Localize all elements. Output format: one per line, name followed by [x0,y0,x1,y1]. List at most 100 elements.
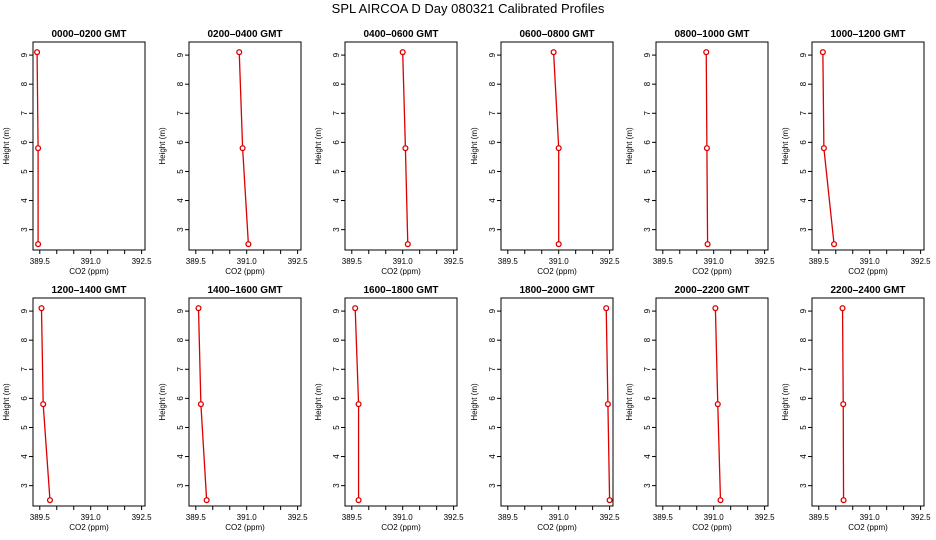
y-tick-label: 9 [332,52,341,57]
y-tick-label: 9 [176,52,185,57]
data-point [352,305,359,312]
data-point [35,145,42,152]
y-tick-label: 3 [488,483,497,488]
y-tick-label: 7 [176,110,185,115]
x-tick-label: 392.5 [911,513,932,522]
plot-frame [811,297,925,507]
y-tick-label: 5 [643,425,652,430]
y-tick-label: 8 [176,81,185,86]
data-point [402,145,409,152]
panel-title: 1600–1800 GMT [363,285,438,296]
x-axis-label: CO2 (ppm) [69,523,109,532]
y-tick-label: 3 [488,227,497,232]
x-tick-label: 389.5 [498,513,519,522]
y-tick-label: 6 [643,396,652,401]
plot-frame [655,41,769,251]
x-tick-label: 392.5 [911,257,932,266]
data-point [197,401,204,408]
y-tick-label: 9 [488,52,497,57]
panel-4: 0600–0800 GMT 389.5 391.0 392.5 CO2 (ppm) 3 4 5… [470,29,620,276]
y-tick-label: 6 [176,396,185,401]
y-tick-label: 4 [488,454,497,459]
y-tick-label: 5 [488,169,497,174]
y-tick-label: 8 [332,81,341,86]
x-tick-label: 391.0 [81,257,102,266]
y-tick-label: 9 [643,308,652,313]
y-axis-label: Height (m) [781,383,790,421]
y-tick-label: 7 [20,366,29,371]
data-point [236,49,243,56]
x-tick-label: 392.5 [132,513,153,522]
y-tick-label: 9 [488,308,497,313]
x-tick-label: 392.5 [444,513,465,522]
data-point [399,49,406,56]
y-tick-label: 4 [799,454,808,459]
data-point [355,401,362,408]
y-tick-label: 3 [176,227,185,232]
y-tick-label: 6 [332,396,341,401]
y-tick-label: 9 [799,52,808,57]
y-tick-label: 7 [20,110,29,115]
panel-1: 0000–0200 GMT 389.5 391.0 392.5 CO2 (ppm) 3 4 5… [2,29,152,276]
y-tick-label: 3 [643,227,652,232]
panel-title: 0000–0200 GMT [51,29,126,40]
data-point [703,49,710,56]
data-point [606,497,613,504]
y-axis-label: Height (m) [2,383,11,421]
y-tick-label: 6 [176,140,185,145]
data-point [819,49,826,56]
y-tick-label: 4 [20,198,29,203]
panel-3: 0400–0600 GMT 389.5 391.0 392.5 CO2 (ppm) 3 4 5… [314,29,464,276]
y-tick-label: 7 [488,366,497,371]
panel-title: 0600–0800 GMT [519,29,594,40]
y-tick-label: 6 [20,140,29,145]
y-tick-label: 5 [488,425,497,430]
y-tick-label: 8 [488,81,497,86]
y-tick-label: 4 [20,454,29,459]
x-tick-label: 389.5 [30,257,51,266]
y-tick-label: 8 [643,81,652,86]
plot-frame [188,41,302,251]
x-axis-label: CO2 (ppm) [69,267,109,276]
x-tick-label: 389.5 [30,513,51,522]
x-tick-label: 392.5 [600,257,621,266]
y-tick-label: 5 [20,425,29,430]
data-point [38,305,45,312]
data-point [550,49,557,56]
panel-7: 1200–1400 GMT 389.5 391.0 392.5 CO2 (ppm) 3 4 5… [2,285,152,532]
data-point [355,497,362,504]
panel-5: 0800–1000 GMT 389.5 391.0 392.5 CO2 (ppm) 3 4 5… [625,29,775,276]
data-point [603,305,610,312]
panel-title: 1200–1400 GMT [51,285,126,296]
panel-title: 0200–0400 GMT [207,29,282,40]
y-tick-label: 3 [176,483,185,488]
y-tick-label: 4 [176,198,185,203]
x-axis-label: CO2 (ppm) [692,267,732,276]
y-tick-label: 7 [643,110,652,115]
y-tick-label: 9 [20,308,29,313]
x-tick-label: 391.0 [237,257,258,266]
x-tick-label: 392.5 [132,257,153,266]
x-tick-label: 389.5 [186,513,207,522]
y-tick-label: 8 [176,337,185,342]
x-axis-label: CO2 (ppm) [537,523,577,532]
y-tick-label: 6 [799,396,808,401]
x-tick-label: 391.0 [704,513,725,522]
panel-11: 2000–2200 GMT 389.5 391.0 392.5 CO2 (ppm) 3 4 5… [625,285,775,532]
y-tick-label: 8 [643,337,652,342]
data-point [203,497,210,504]
y-tick-label: 3 [799,483,808,488]
y-axis-label: Height (m) [470,127,479,165]
y-tick-label: 6 [799,140,808,145]
y-tick-label: 8 [20,337,29,342]
y-tick-label: 7 [643,366,652,371]
x-axis-label: CO2 (ppm) [225,267,265,276]
x-tick-label: 391.0 [549,513,570,522]
data-point [820,145,827,152]
y-axis-label: Height (m) [625,127,634,165]
y-tick-label: 5 [643,169,652,174]
x-tick-label: 391.0 [860,257,881,266]
plot-frame [32,297,146,507]
y-axis-label: Height (m) [158,127,167,165]
y-tick-label: 8 [799,337,808,342]
